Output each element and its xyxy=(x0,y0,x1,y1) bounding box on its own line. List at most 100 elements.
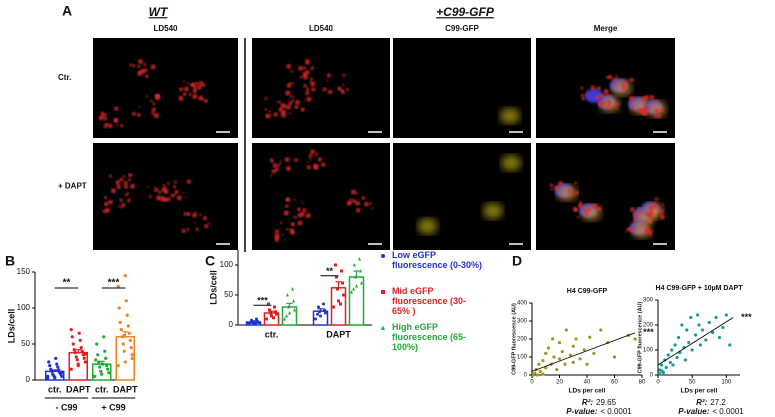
stat-value: 27.2 xyxy=(710,398,726,407)
data-point xyxy=(99,369,103,373)
lipid-droplet xyxy=(207,222,211,225)
lipid-droplet xyxy=(614,84,618,87)
data-point xyxy=(314,317,317,321)
data-point xyxy=(670,348,674,352)
lipid-droplet xyxy=(649,95,655,100)
lipid-droplet xyxy=(311,149,315,154)
lipid-droplet xyxy=(124,193,128,197)
lipid-droplet xyxy=(280,103,285,108)
data-point xyxy=(537,362,541,366)
lipid-droplet xyxy=(129,63,133,67)
data-point xyxy=(546,346,551,350)
lipid-droplet xyxy=(174,190,179,194)
y-tick-label: 100 xyxy=(643,348,654,354)
data-point xyxy=(612,355,617,359)
lipid-droplet xyxy=(265,113,271,119)
significance-label: ** xyxy=(326,266,334,276)
lipid-droplet xyxy=(371,207,374,210)
lipid-droplet xyxy=(137,71,143,76)
lipid-droplet xyxy=(306,161,309,164)
lipid-droplet xyxy=(183,212,188,216)
data-point xyxy=(358,257,361,261)
image-bg xyxy=(252,38,390,138)
column-header: Merge xyxy=(594,24,618,33)
lipid-droplet xyxy=(599,93,604,99)
data-point xyxy=(680,323,684,327)
data-point xyxy=(355,284,358,288)
x-tick-label: ctr. xyxy=(48,384,62,394)
data-point xyxy=(582,348,586,352)
lipid-droplet xyxy=(279,162,282,165)
lipid-droplet xyxy=(150,64,156,70)
data-point xyxy=(116,364,120,368)
data-point xyxy=(317,305,320,309)
lipid-droplet xyxy=(107,123,113,129)
y-tick-label: 0 xyxy=(229,320,234,329)
data-point xyxy=(94,358,98,362)
lipid-droplet xyxy=(574,208,578,212)
data-point xyxy=(588,335,592,339)
data-point xyxy=(557,341,562,345)
lipid-droplet xyxy=(567,191,571,194)
lipid-droplet xyxy=(270,174,273,177)
lipid-droplet xyxy=(586,205,590,209)
lipid-droplet xyxy=(629,77,634,82)
lipid-droplet xyxy=(567,195,570,198)
column-header: LD540 xyxy=(309,24,334,33)
lipid-droplet xyxy=(583,208,588,213)
lipid-droplet xyxy=(182,92,187,97)
lipid-droplet xyxy=(181,228,186,234)
lipid-droplet xyxy=(342,83,345,87)
data-point xyxy=(535,373,540,377)
lipid-droplet xyxy=(614,106,618,110)
lipid-droplet xyxy=(151,111,155,115)
data-point xyxy=(267,302,270,306)
lipid-droplet xyxy=(279,159,282,162)
data-point xyxy=(54,356,58,360)
data-point xyxy=(697,323,701,327)
data-point xyxy=(666,353,670,357)
lipid-droplet xyxy=(598,101,602,106)
data-point xyxy=(293,308,296,312)
data-point xyxy=(123,360,127,364)
lipid-droplet xyxy=(274,233,280,239)
lipid-droplet xyxy=(151,107,156,112)
y-axis-label: C99-GFP fluorescence (AU) xyxy=(511,303,517,375)
significance-label: *** xyxy=(108,278,120,289)
data-point xyxy=(552,355,556,359)
data-point xyxy=(268,308,271,312)
lipid-droplet xyxy=(199,213,202,217)
lipid-droplet xyxy=(310,81,316,87)
data-point xyxy=(105,364,109,368)
data-point xyxy=(316,312,319,316)
lipid-droplet xyxy=(292,95,295,99)
data-point xyxy=(53,376,57,380)
data-point xyxy=(685,328,689,332)
data-point xyxy=(47,360,51,364)
lipid-droplet xyxy=(305,87,310,91)
group-label: + C99 xyxy=(101,402,125,412)
lipid-droplet xyxy=(195,81,199,86)
lipid-droplet xyxy=(294,104,299,109)
lipid-droplet xyxy=(310,66,315,70)
lipid-droplet xyxy=(655,207,658,210)
micrograph xyxy=(536,38,675,138)
data-point xyxy=(563,362,567,366)
gfp-signal xyxy=(499,107,520,124)
lipid-droplet xyxy=(174,180,178,184)
lipid-droplet xyxy=(574,190,579,195)
lipid-droplet xyxy=(188,92,192,96)
lipid-droplet xyxy=(120,206,123,209)
lipid-droplet xyxy=(148,195,152,198)
x-tick-label: ctr. xyxy=(265,329,279,339)
data-point xyxy=(555,368,559,372)
data-point xyxy=(121,342,125,346)
lipid-droplet xyxy=(648,205,654,211)
data-point xyxy=(75,358,79,362)
lipid-droplet xyxy=(283,238,286,241)
lipid-droplet xyxy=(286,166,291,172)
lipid-droplet xyxy=(654,197,659,201)
data-point xyxy=(676,335,681,340)
lipid-droplet xyxy=(369,202,372,205)
data-point xyxy=(98,365,102,369)
